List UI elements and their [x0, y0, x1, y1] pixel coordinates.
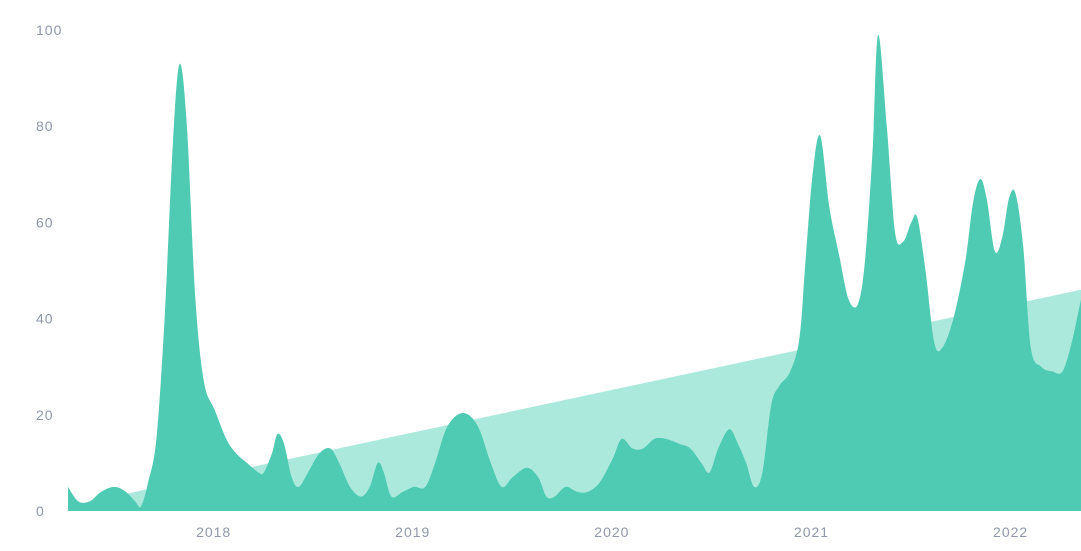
y-tick-label: 60 [36, 214, 54, 230]
chart-areas [68, 34, 1081, 511]
x-tick-label: 2020 [594, 524, 629, 540]
y-tick-label: 0 [36, 503, 45, 519]
y-tick-label: 40 [36, 311, 54, 327]
x-tick-label: 2021 [794, 524, 829, 540]
y-tick-label: 100 [36, 22, 62, 38]
x-tick-label: 2022 [993, 524, 1028, 540]
x-tick-label: 2019 [395, 524, 430, 540]
x-tick-label: 2018 [196, 524, 231, 540]
x-axis: 2018 2019 2020 2021 2022 [196, 524, 1028, 540]
y-tick-label: 80 [36, 118, 54, 134]
y-tick-label: 20 [36, 407, 54, 423]
y-axis: 0 20 40 60 80 100 [36, 22, 62, 519]
area-interest [68, 34, 1081, 511]
